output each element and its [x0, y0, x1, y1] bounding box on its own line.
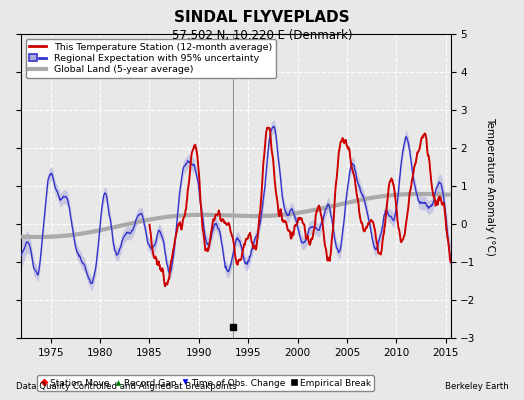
Y-axis label: Temperature Anomaly (°C): Temperature Anomaly (°C) — [485, 116, 495, 256]
Text: SINDAL FLYVEPLADS: SINDAL FLYVEPLADS — [174, 10, 350, 25]
Legend: Station Move, Record Gap, Time of Obs. Change, Empirical Break: Station Move, Record Gap, Time of Obs. C… — [37, 375, 374, 391]
Text: Berkeley Earth: Berkeley Earth — [444, 382, 508, 391]
Text: Data Quality Controlled and Aligned at Breakpoints: Data Quality Controlled and Aligned at B… — [16, 382, 236, 391]
Text: 57.502 N, 10.220 E (Denmark): 57.502 N, 10.220 E (Denmark) — [172, 29, 352, 42]
